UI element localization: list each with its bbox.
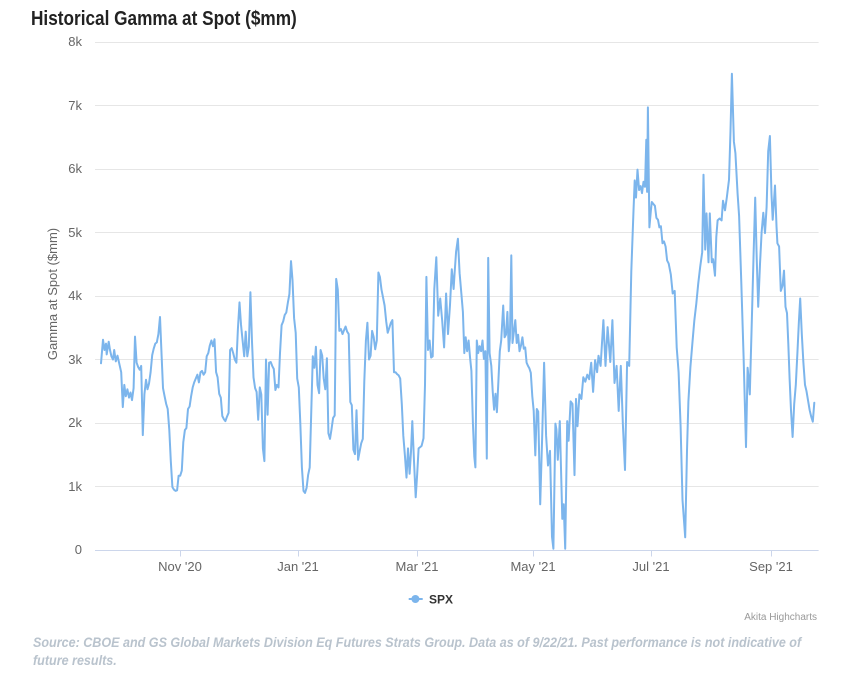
svg-text:1k: 1k (68, 479, 82, 494)
svg-text:2k: 2k (68, 415, 82, 430)
svg-text:Mar '21: Mar '21 (396, 559, 439, 574)
svg-text:Sep '21: Sep '21 (749, 559, 793, 574)
svg-text:8k: 8k (68, 34, 82, 49)
svg-text:Akita Highcharts: Akita Highcharts (744, 612, 817, 623)
svg-text:4k: 4k (68, 288, 82, 303)
svg-text:May '21: May '21 (510, 559, 555, 574)
svg-text:6k: 6k (68, 161, 82, 176)
svg-text:5k: 5k (68, 225, 82, 240)
svg-text:7k: 7k (68, 98, 82, 113)
svg-text:Nov '20: Nov '20 (158, 559, 202, 574)
svg-text:Jan '21: Jan '21 (277, 559, 319, 574)
svg-text:Jul '21: Jul '21 (632, 559, 669, 574)
svg-text:Gamma at Spot ($mm): Gamma at Spot ($mm) (45, 228, 60, 360)
svg-text:3k: 3k (68, 352, 82, 367)
svg-text:SPX: SPX (429, 593, 453, 607)
svg-text:0: 0 (75, 542, 82, 557)
